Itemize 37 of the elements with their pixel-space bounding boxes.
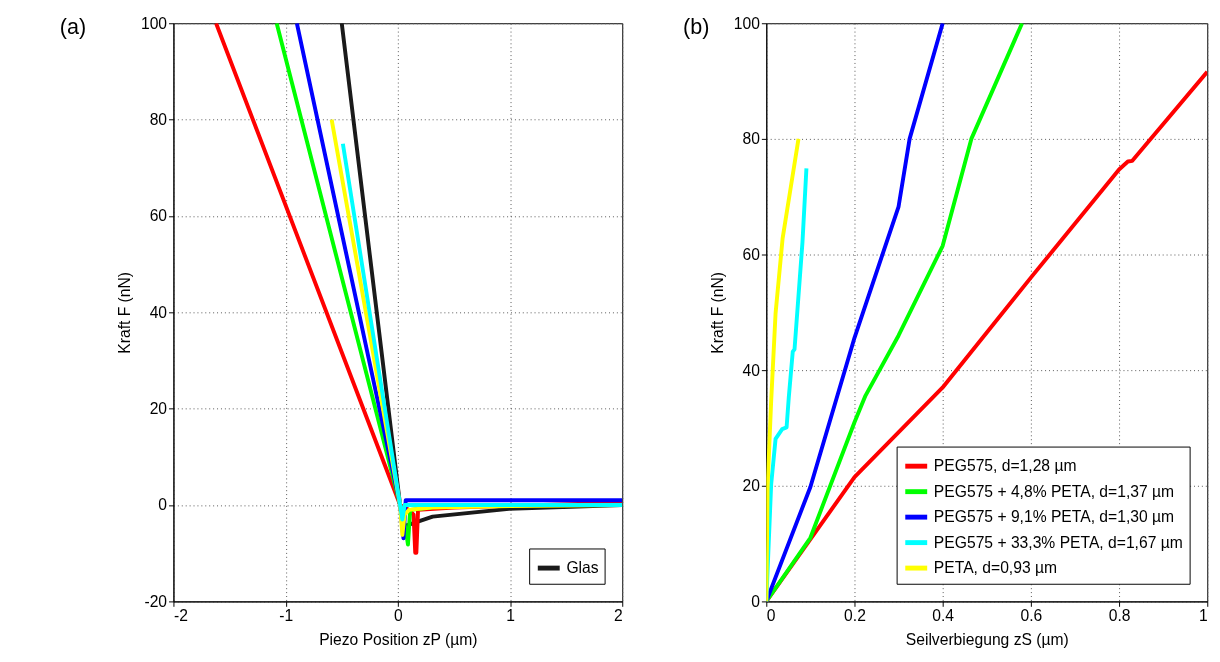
legend-label: PEG575, d=1,28 µm [933,457,1077,475]
legend-label: PEG575 + 33,3% PETA, d=1,67 µm [933,533,1183,551]
y-tick-label: 20 [149,400,168,418]
y-tick-label: 80 [149,111,168,128]
y-tick-label: 60 [149,207,168,225]
x-tick-label: 0 [393,607,403,625]
line-series [766,136,801,602]
y-tick-label: 100 [733,14,761,32]
legend-label: PEG575 + 4,8% PETA, d=1,37 µm [933,482,1175,500]
x-tick-label: 0.4 [932,607,955,625]
x-tick-label: -1 [279,607,294,625]
y-tick-label: 0 [751,592,761,610]
x-axis-title: Piezo Position zP (µm) [319,631,478,649]
legend-label: Glas [566,558,599,576]
x-tick-label: 2 [614,607,623,625]
y-axis-title: Kraft F (nN) [708,271,726,354]
legend-label: PETA, d=0,93 µm [933,558,1058,576]
y-tick-label: 100 [140,14,168,32]
x-tick-label: 0.8 [1108,607,1131,625]
x-tick-label: -2 [173,607,188,625]
y-tick-label: 0 [158,496,168,514]
x-axis-title: Seilverbiegung zS (µm) [905,631,1069,649]
y-tick-label: 80 [742,130,761,148]
legend-label: PEG575 + 9,1% PETA, d=1,30 µm [933,508,1175,526]
y-tick-label: -20 [144,592,168,610]
x-tick-label: 0.6 [1020,607,1043,625]
x-tick-label: 0.2 [844,607,866,625]
chart-title: (a) [59,14,87,40]
y-tick-label: 20 [742,477,761,495]
x-tick-label: 0 [766,607,776,625]
x-tick-label: 1 [1199,607,1208,625]
y-axis-title: Kraft F (nN) [116,271,134,354]
x-tick-label: 1 [506,607,515,625]
y-tick-label: 40 [742,361,761,379]
y-tick-label: 40 [149,303,168,321]
y-tick-label: 60 [742,245,761,263]
chart-title: (b) [683,14,710,40]
